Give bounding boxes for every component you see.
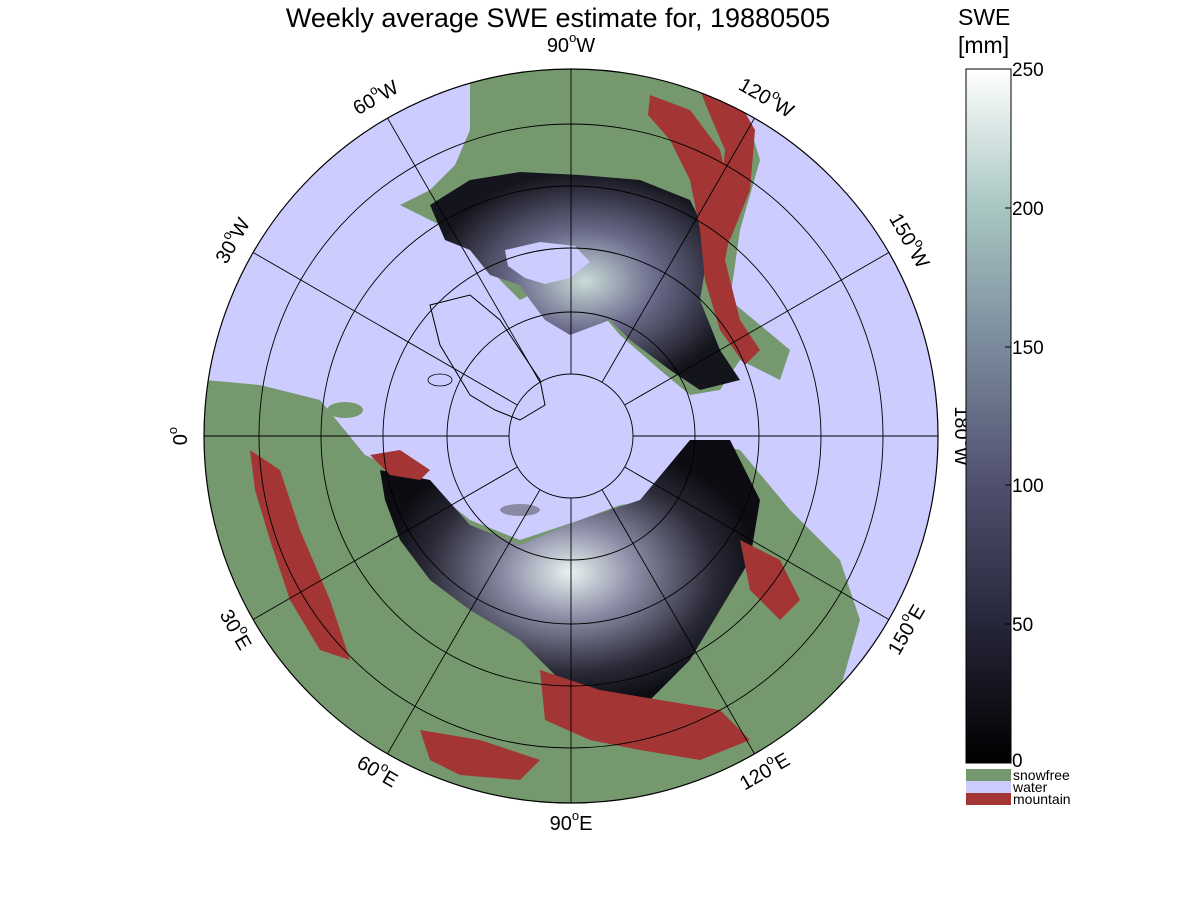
longitude-label: 90oE xyxy=(550,808,593,835)
iceland xyxy=(327,402,363,418)
graticule xyxy=(204,69,938,803)
novaya-zemlya xyxy=(500,504,540,516)
meridian-line xyxy=(601,489,755,755)
north-america-snow xyxy=(430,172,740,390)
eurasia-mountains-central xyxy=(540,670,750,760)
map-outline xyxy=(203,68,939,804)
meridian-line xyxy=(624,466,890,620)
meridian-line xyxy=(624,252,890,406)
swatch-water xyxy=(966,781,1011,793)
map-title: Weekly average SWE estimate for, 1988050… xyxy=(285,3,831,33)
colorbar-tick-50: 50 xyxy=(1012,615,1034,636)
scandinavia-mountains xyxy=(370,450,430,480)
colorbar-tick-100: 100 xyxy=(1012,476,1044,497)
eurasia-mountains-south xyxy=(420,730,540,780)
colorbar-ticks xyxy=(1005,68,1011,764)
eurasia-mountains-west xyxy=(250,450,350,660)
eurasia-snow xyxy=(380,440,760,705)
legend-mountain: mountain xyxy=(1013,791,1071,807)
colorbar-label-top: SWE xyxy=(958,4,1011,30)
hudson-bay xyxy=(505,242,590,284)
meridian-line xyxy=(252,466,518,620)
meridian-line xyxy=(252,252,518,406)
colorbar-tick-200: 200 xyxy=(1012,199,1044,220)
eurasia-mountains-east xyxy=(740,540,800,620)
colorbar xyxy=(965,68,1012,764)
greenland xyxy=(429,294,546,421)
svalbard xyxy=(427,373,453,387)
meridian-line xyxy=(387,489,541,755)
colorbar-label-unit: [mm] xyxy=(958,32,1010,58)
longitude-label: 0o xyxy=(165,427,192,445)
colorbar-tick-250: 250 xyxy=(1012,60,1044,81)
longitude-label: 90oW xyxy=(547,30,595,57)
legend-snowfree: snowfree xyxy=(1013,767,1070,783)
swatch-mountain xyxy=(966,793,1011,805)
longitude-label: 30oW xyxy=(208,212,255,267)
colorbar-tick-0: 0 xyxy=(1012,751,1023,772)
map-disc xyxy=(204,69,938,803)
colorbar-tick-150: 150 xyxy=(1012,338,1044,359)
longitude-label: 60oW xyxy=(347,73,402,120)
legend-water: water xyxy=(1013,779,1048,795)
swatch-snowfree xyxy=(966,769,1011,781)
meridian-line xyxy=(601,117,755,383)
meridian-line xyxy=(387,117,541,383)
na-mountains xyxy=(648,95,760,365)
